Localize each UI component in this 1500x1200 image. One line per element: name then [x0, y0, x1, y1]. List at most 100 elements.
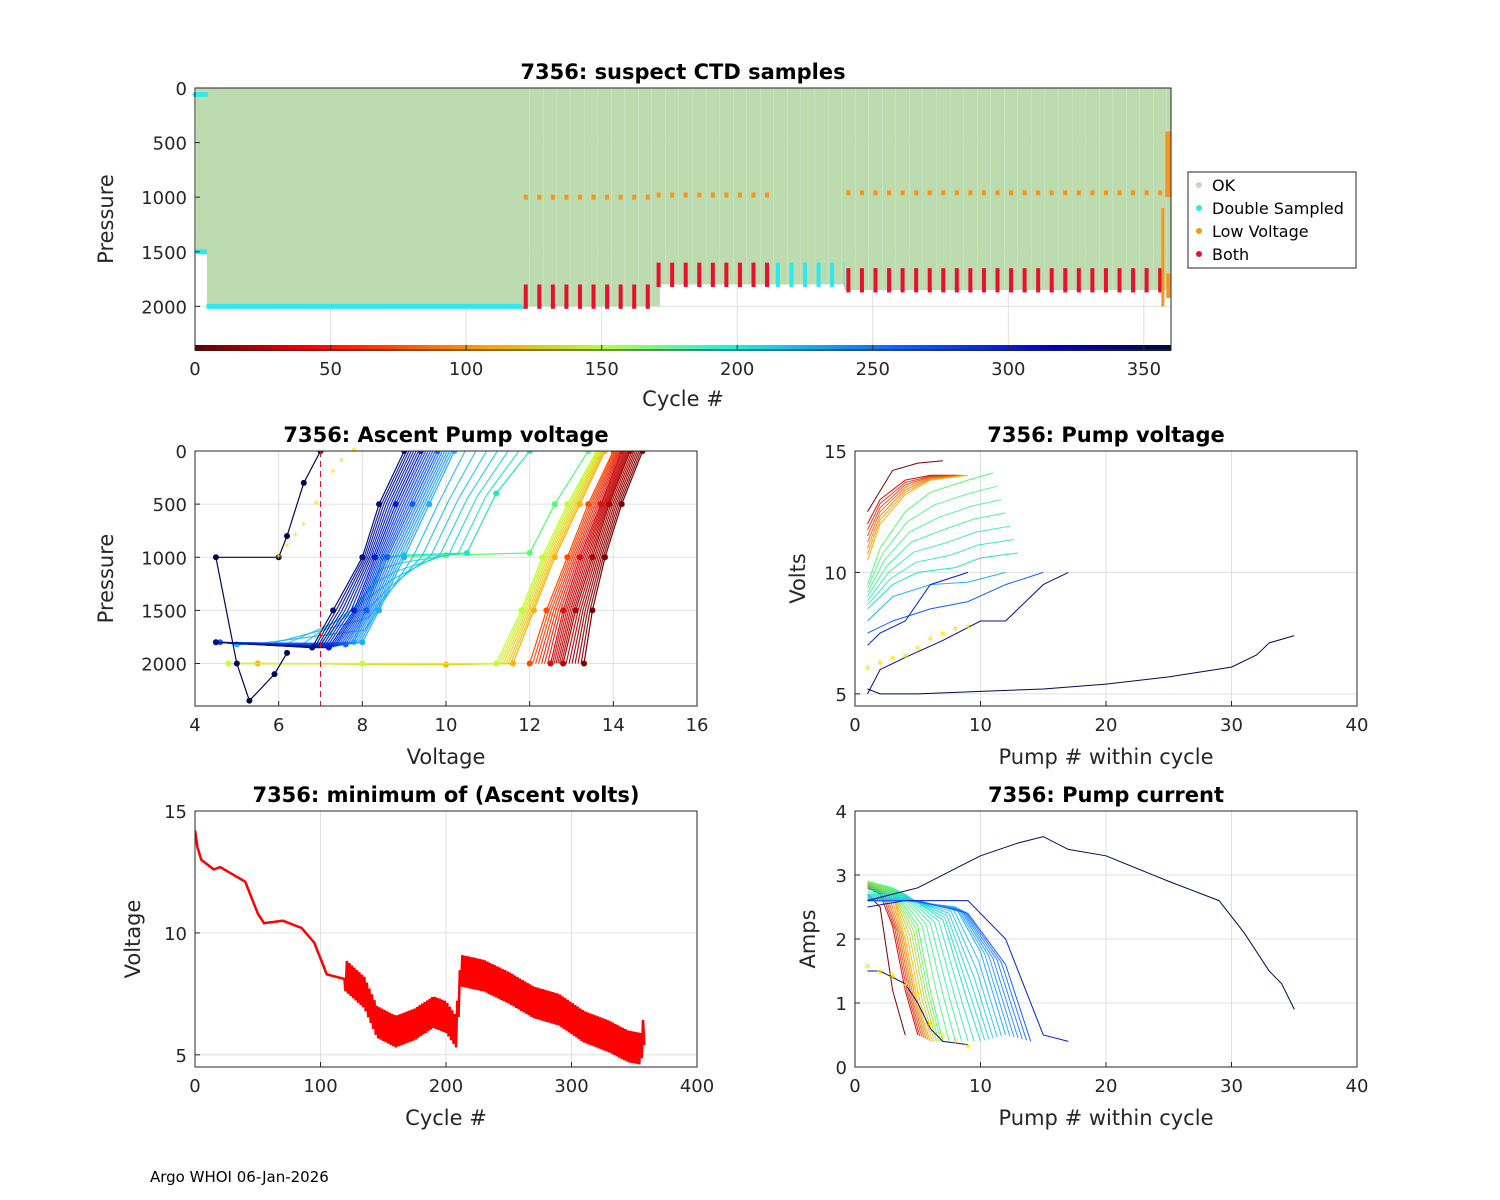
low-voltage-star: *	[864, 664, 871, 679]
low-voltage-star: *	[877, 968, 884, 983]
y-tick-label: 0	[836, 1058, 847, 1079]
xlabel-pumpcur: Pump # within cycle	[999, 1106, 1214, 1130]
low-voltage-star: *	[915, 644, 922, 659]
x-tick-label: 10	[969, 715, 992, 736]
frame-ascent	[194, 450, 698, 707]
title-ascent: 7356: Ascent Pump voltage	[283, 423, 608, 447]
low-voltage-star: *	[940, 630, 947, 645]
data-point	[581, 660, 588, 667]
series-line	[867, 571, 1069, 695]
low-voltage-star: *	[965, 1042, 972, 1057]
x-tick-label: 10	[969, 1076, 992, 1097]
xlabel-minvolt: Cycle #	[405, 1106, 487, 1130]
y-tick-label: 15	[824, 442, 847, 463]
series-line-interp	[867, 512, 1006, 597]
y-tick-label: 0	[176, 442, 187, 463]
data-point	[610, 451, 617, 454]
data-point	[585, 501, 592, 508]
x-tick-label: 40	[1346, 715, 1369, 736]
series-line	[867, 571, 1044, 634]
series-line-interp	[577, 451, 640, 664]
series-line-interp	[568, 451, 635, 664]
low-voltage-star: *	[952, 1037, 959, 1052]
x-tick-label: 6	[273, 715, 284, 736]
x-tick-label: 300	[991, 359, 1025, 380]
series-line-interp	[320, 451, 509, 644]
data-point	[212, 639, 219, 646]
y-tick-label: 1000	[141, 188, 187, 209]
series-line	[867, 900, 1032, 1042]
series-line-interp	[560, 451, 630, 664]
series-line-interp	[867, 499, 1002, 593]
series-line-interp	[867, 885, 923, 1038]
x-tick-label: 8	[357, 715, 368, 736]
series-line-interp	[867, 891, 975, 1042]
data-point	[359, 554, 366, 561]
low-voltage-star: *	[927, 1019, 934, 1034]
data-point	[560, 660, 567, 667]
y-tick-label: 1000	[141, 548, 187, 569]
x-tick-label: 150	[584, 359, 618, 380]
cycle-colorbar	[195, 345, 1171, 351]
data-point	[526, 550, 533, 556]
legend-label: Double Sampled	[1212, 199, 1344, 218]
series-line-interp	[867, 894, 986, 1041]
series-line-interp	[867, 898, 998, 1038]
series-line-interp	[867, 889, 969, 1042]
legend-label: OK	[1212, 176, 1236, 195]
low-voltage-star: *	[965, 622, 972, 637]
min-voltage-line	[195, 830, 646, 1065]
legend-label: Low Voltage	[1212, 222, 1309, 241]
title-suspect: 7356: suspect CTD samples	[520, 60, 845, 84]
series-line-interp	[867, 887, 963, 1042]
series-line-interp	[558, 451, 629, 664]
title-minvolt: 7356: minimum of (Ascent volts)	[252, 783, 639, 807]
data-point	[564, 501, 571, 508]
ylabel-pumpcur: Amps	[796, 909, 820, 968]
x-tick-label: 50	[319, 359, 342, 380]
x-tick-label: 30	[1220, 1076, 1243, 1097]
data-point	[246, 697, 253, 704]
x-tick-label: 20	[1095, 715, 1118, 736]
axes-pumpvolt	[854, 450, 1358, 706]
series-line-interp	[553, 451, 625, 664]
data-point	[309, 644, 316, 651]
low-voltage-star: *	[940, 1032, 947, 1047]
y-tick-label: 15	[164, 802, 187, 823]
series-line-interp	[571, 451, 636, 664]
x-tick-label: 200	[720, 359, 754, 380]
x-tick-label: 20	[1095, 1076, 1118, 1097]
footer-text: Argo WHOI 06-Jan-2026	[150, 1168, 329, 1186]
data-point	[585, 451, 592, 454]
series-line-interp	[867, 895, 990, 1040]
series-line-interp	[547, 451, 622, 664]
ylabel-suspect: Pressure	[94, 174, 118, 264]
y-tick-label: 0	[176, 79, 187, 100]
series-line-interp	[535, 451, 617, 664]
xlabel-pumpvolt: Pump # within cycle	[999, 745, 1214, 769]
series-line-interp	[557, 451, 628, 664]
y-tick-label: 5	[176, 1046, 187, 1067]
series-line-interp	[867, 474, 962, 543]
x-tick-label: 200	[429, 1076, 463, 1097]
x-tick-label: 30	[1220, 715, 1243, 736]
x-tick-label: 0	[189, 359, 200, 380]
low-voltage-star: *	[314, 498, 320, 511]
legend-marker	[1196, 251, 1202, 257]
y-tick-label: 500	[153, 495, 187, 516]
data-point	[417, 451, 424, 454]
x-tick-label: 250	[856, 359, 890, 380]
y-tick-label: 10	[164, 924, 187, 945]
y-tick-label: 1500	[141, 243, 187, 264]
series-line-interp	[867, 474, 958, 531]
low-voltage-star: *	[276, 551, 282, 564]
data-point	[225, 660, 232, 667]
series-line	[867, 474, 956, 525]
x-tick-label: 0	[189, 1076, 200, 1097]
series-line-interp	[286, 451, 488, 645]
y-tick-label: 10	[824, 563, 847, 584]
frame-pumpcur	[854, 810, 1358, 1068]
series-line-interp	[867, 485, 998, 589]
data-point	[275, 554, 282, 561]
